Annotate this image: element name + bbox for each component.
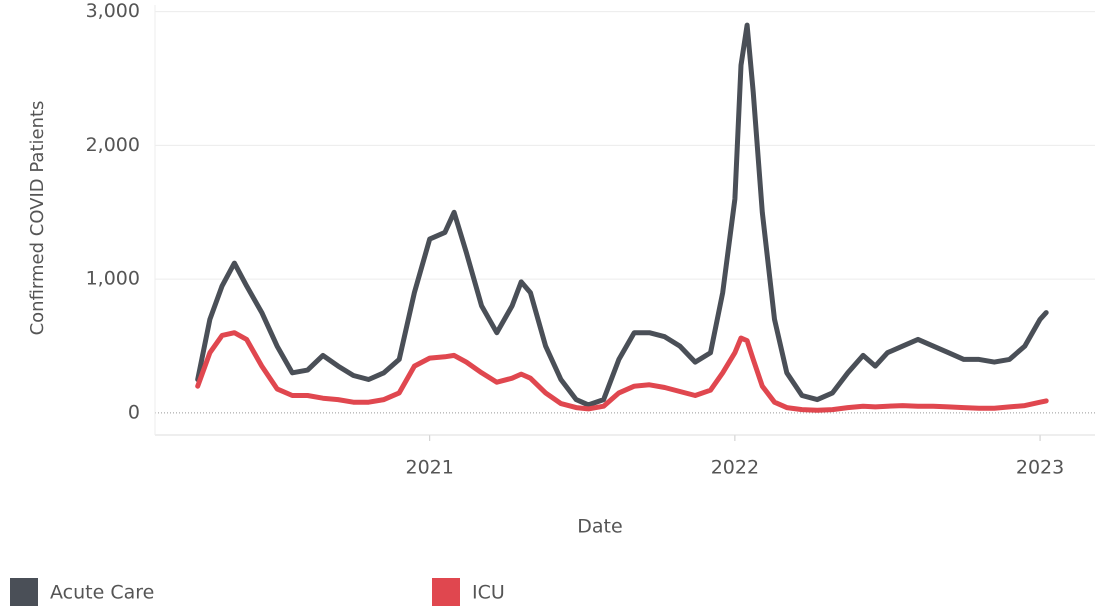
y-tick-label: 1,000 [86, 268, 140, 290]
y-tick-label: 2,000 [86, 134, 140, 156]
x-tick-label: 2022 [711, 457, 759, 479]
x-axis-label: Date [577, 516, 622, 538]
legend-swatch [10, 578, 38, 606]
x-tick-label: 2023 [1016, 457, 1064, 479]
y-tick-label: 3,000 [86, 0, 140, 22]
x-tick-label: 2021 [405, 457, 453, 479]
y-axis-label: Confirmed COVID Patients [27, 101, 48, 336]
y-tick-label: 0 [128, 401, 140, 423]
series-line [195, 22, 1049, 408]
legend-swatch [432, 578, 460, 606]
legend-label: Acute Care [50, 582, 154, 604]
series-line [195, 330, 1049, 413]
legend-label: ICU [472, 582, 505, 604]
